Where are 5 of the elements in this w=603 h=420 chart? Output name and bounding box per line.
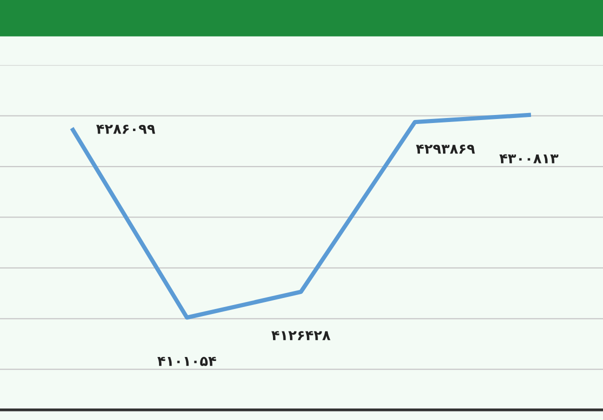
data-label: ۴۲۹۳۸۶۹: [416, 144, 475, 154]
data-label: ۴۱۰۱۰۵۴: [157, 356, 216, 366]
data-label: ۴۳۰۰۸۱۳: [499, 154, 558, 164]
data-label: ۴۲۸۶۰۹۹: [96, 124, 156, 134]
data-label: ۴۱۲۶۴۲۸: [271, 331, 330, 340]
